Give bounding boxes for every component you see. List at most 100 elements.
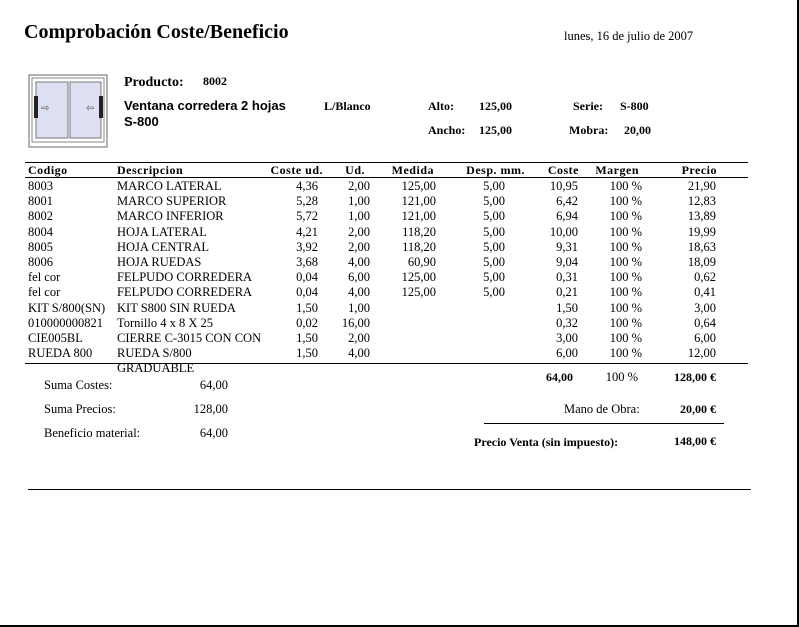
cell-precio: 21,90 bbox=[687, 179, 716, 193]
cell-coste: 10,00 bbox=[549, 224, 578, 239]
cell-medida: 121,00 bbox=[401, 194, 436, 209]
cell-ud: 4,00 bbox=[348, 346, 370, 361]
cell-coste-ud: 3,68 bbox=[296, 255, 318, 269]
cell-descripcion: Tornillo 4 x 8 X 25 bbox=[117, 315, 213, 330]
cell-coste-ud: 5,28 bbox=[296, 194, 318, 209]
report-date: lunes, 16 de julio de 2007 bbox=[564, 29, 694, 43]
cell-medida: 118,20 bbox=[402, 239, 436, 254]
cell-precio: 0,64 bbox=[694, 315, 716, 330]
cell-margen: 100 % bbox=[609, 331, 642, 345]
cell-precio: 12,00 bbox=[687, 346, 716, 361]
cell-ud: 6,00 bbox=[348, 270, 370, 285]
cell-precio: 18,63 bbox=[687, 239, 716, 254]
cell-coste: 9,31 bbox=[556, 239, 578, 254]
cell-precio: 18,09 bbox=[687, 255, 716, 269]
cell-medida: 118,20 bbox=[402, 224, 436, 239]
cell-ud: 1,00 bbox=[348, 194, 370, 209]
cell-medida: 125,00 bbox=[401, 270, 436, 285]
cell-coste-ud: 1,50 bbox=[296, 331, 318, 345]
table-row: RUEDA 800 RUEDA S/800 GRADUABLE 1,50 4,00 6,… bbox=[0, 346, 797, 375]
mano-obra-label: Mano de Obra: bbox=[564, 402, 640, 416]
beneficio-label: Beneficio material: bbox=[44, 426, 141, 440]
cell-coste-ud: 3,92 bbox=[296, 239, 318, 254]
cell-coste: 10,95 bbox=[549, 179, 578, 193]
total-coste: 64,00 bbox=[546, 370, 573, 384]
divider bbox=[484, 423, 724, 424]
cell-precio: 19,99 bbox=[687, 224, 716, 239]
cell-coste: 6,94 bbox=[556, 209, 578, 224]
cell-descripcion: KIT S800 SIN RUEDA bbox=[117, 300, 236, 315]
cell-margen: 100 % bbox=[609, 285, 642, 300]
cell-medida: 60,90 bbox=[407, 255, 436, 269]
table-row: KIT S/800(SN) KIT S800 SIN RUEDA 1,50 1,00 1… bbox=[0, 300, 797, 316]
cell-precio: 12,83 bbox=[687, 194, 716, 209]
cell-descripcion: HOJA LATERAL bbox=[117, 224, 207, 239]
cell-ud: 2,00 bbox=[348, 179, 370, 193]
suma-costes-label: Suma Costes: bbox=[44, 378, 113, 392]
beneficio-value: 64,00 bbox=[199, 426, 228, 440]
cell-coste: 3,00 bbox=[556, 331, 578, 345]
divider bbox=[25, 177, 748, 178]
cell-precio: 3,00 bbox=[694, 300, 716, 315]
cell-descripcion: MARCO LATERAL bbox=[117, 179, 222, 193]
table-row: 8005 HOJA CENTRAL 3,92 2,00 118,20 5,00 9,31 10… bbox=[0, 239, 797, 255]
cell-desp: 5,00 bbox=[483, 285, 505, 300]
cell-codigo: RUEDA 800 bbox=[28, 346, 93, 361]
cell-coste-ud: 0,04 bbox=[296, 270, 318, 285]
cell-descripcion: FELPUDO CORREDERA bbox=[117, 270, 253, 285]
cell-coste-ud: 1,50 bbox=[296, 300, 318, 315]
divider bbox=[25, 363, 748, 364]
cell-margen: 100 % bbox=[609, 224, 642, 239]
cell-desp: 5,00 bbox=[483, 194, 505, 209]
cell-desp: 5,00 bbox=[483, 255, 505, 269]
report-title: Comprobación Coste/Beneficio bbox=[24, 21, 289, 43]
column-header-coste: Coste bbox=[547, 163, 579, 177]
cell-margen: 100 % bbox=[609, 300, 642, 315]
svg-text:⇦: ⇦ bbox=[86, 103, 94, 114]
suma-costes-value: 64,00 bbox=[199, 378, 228, 392]
cell-descripcion: CIERRE C-3015 CON CON bbox=[117, 331, 262, 345]
product-description: Ventana corredera 2 hojas bbox=[124, 98, 286, 113]
table-row: fel cor FELPUDO CORREDERA 0,04 6,00 125,00 5,… bbox=[0, 270, 797, 285]
cell-medida: 125,00 bbox=[401, 179, 436, 193]
cell-codigo: CIE005BL bbox=[28, 331, 83, 345]
table-row: 8006 HOJA RUEDAS 3,68 4,00 60,90 5,00 9,04 100 … bbox=[0, 255, 797, 270]
cell-codigo: 010000000821 bbox=[28, 315, 103, 330]
cell-precio: 6,00 bbox=[694, 331, 716, 345]
cell-coste: 0,31 bbox=[556, 270, 578, 285]
cell-margen: 100 % bbox=[609, 270, 642, 285]
cell-precio: 13,89 bbox=[687, 209, 716, 224]
cell-codigo: 8001 bbox=[28, 194, 53, 209]
cell-ud: 2,00 bbox=[348, 331, 370, 345]
sliding-window-icon: ⇨ ⇦ bbox=[28, 74, 108, 148]
cell-coste-ud: 0,02 bbox=[296, 315, 318, 330]
table-row: 8001 MARCO SUPERIOR 5,28 1,00 121,00 5,00 6,42… bbox=[0, 194, 797, 209]
table-row: 8004 HOJA LATERAL 4,21 2,00 118,20 5,00 10,00 1… bbox=[0, 224, 797, 240]
cell-medida: 125,00 bbox=[401, 285, 436, 300]
column-header-medida: Medida bbox=[391, 163, 434, 177]
column-header-ud: Ud. bbox=[345, 163, 365, 177]
table-row: fel cor FELPUDO CORREDERA 0,04 4,00 125,00 5,… bbox=[0, 285, 797, 300]
precio-venta-value: 148,00 € bbox=[674, 434, 716, 448]
cell-coste: 0,21 bbox=[556, 285, 578, 300]
cell-ud: 1,00 bbox=[348, 209, 370, 224]
alto-value: 125,00 bbox=[479, 99, 512, 113]
total-margen: 100 % bbox=[605, 370, 638, 384]
cell-codigo: 8006 bbox=[28, 255, 53, 269]
cell-coste: 9,04 bbox=[556, 255, 578, 269]
cell-descripcion: MARCO SUPERIOR bbox=[117, 194, 227, 209]
cell-descripcion: HOJA CENTRAL bbox=[117, 239, 210, 254]
cell-codigo: 8002 bbox=[28, 209, 53, 224]
column-header-coste-ud: Coste ud. bbox=[270, 163, 323, 177]
mobra-label: Mobra: bbox=[569, 123, 609, 137]
cell-ud: 2,00 bbox=[348, 224, 370, 239]
product-label: Producto: bbox=[124, 75, 184, 90]
ancho-label: Ancho: bbox=[428, 123, 466, 137]
cell-codigo: 8005 bbox=[28, 239, 53, 254]
table-row: 010000000821 Tornillo 4 x 8 X 25 0,02 16,00… bbox=[0, 315, 797, 331]
cell-descripcion: HOJA RUEDAS bbox=[117, 255, 202, 269]
divider bbox=[25, 162, 748, 163]
product-series-line: S-800 bbox=[124, 114, 159, 129]
footer-divider bbox=[28, 489, 751, 490]
